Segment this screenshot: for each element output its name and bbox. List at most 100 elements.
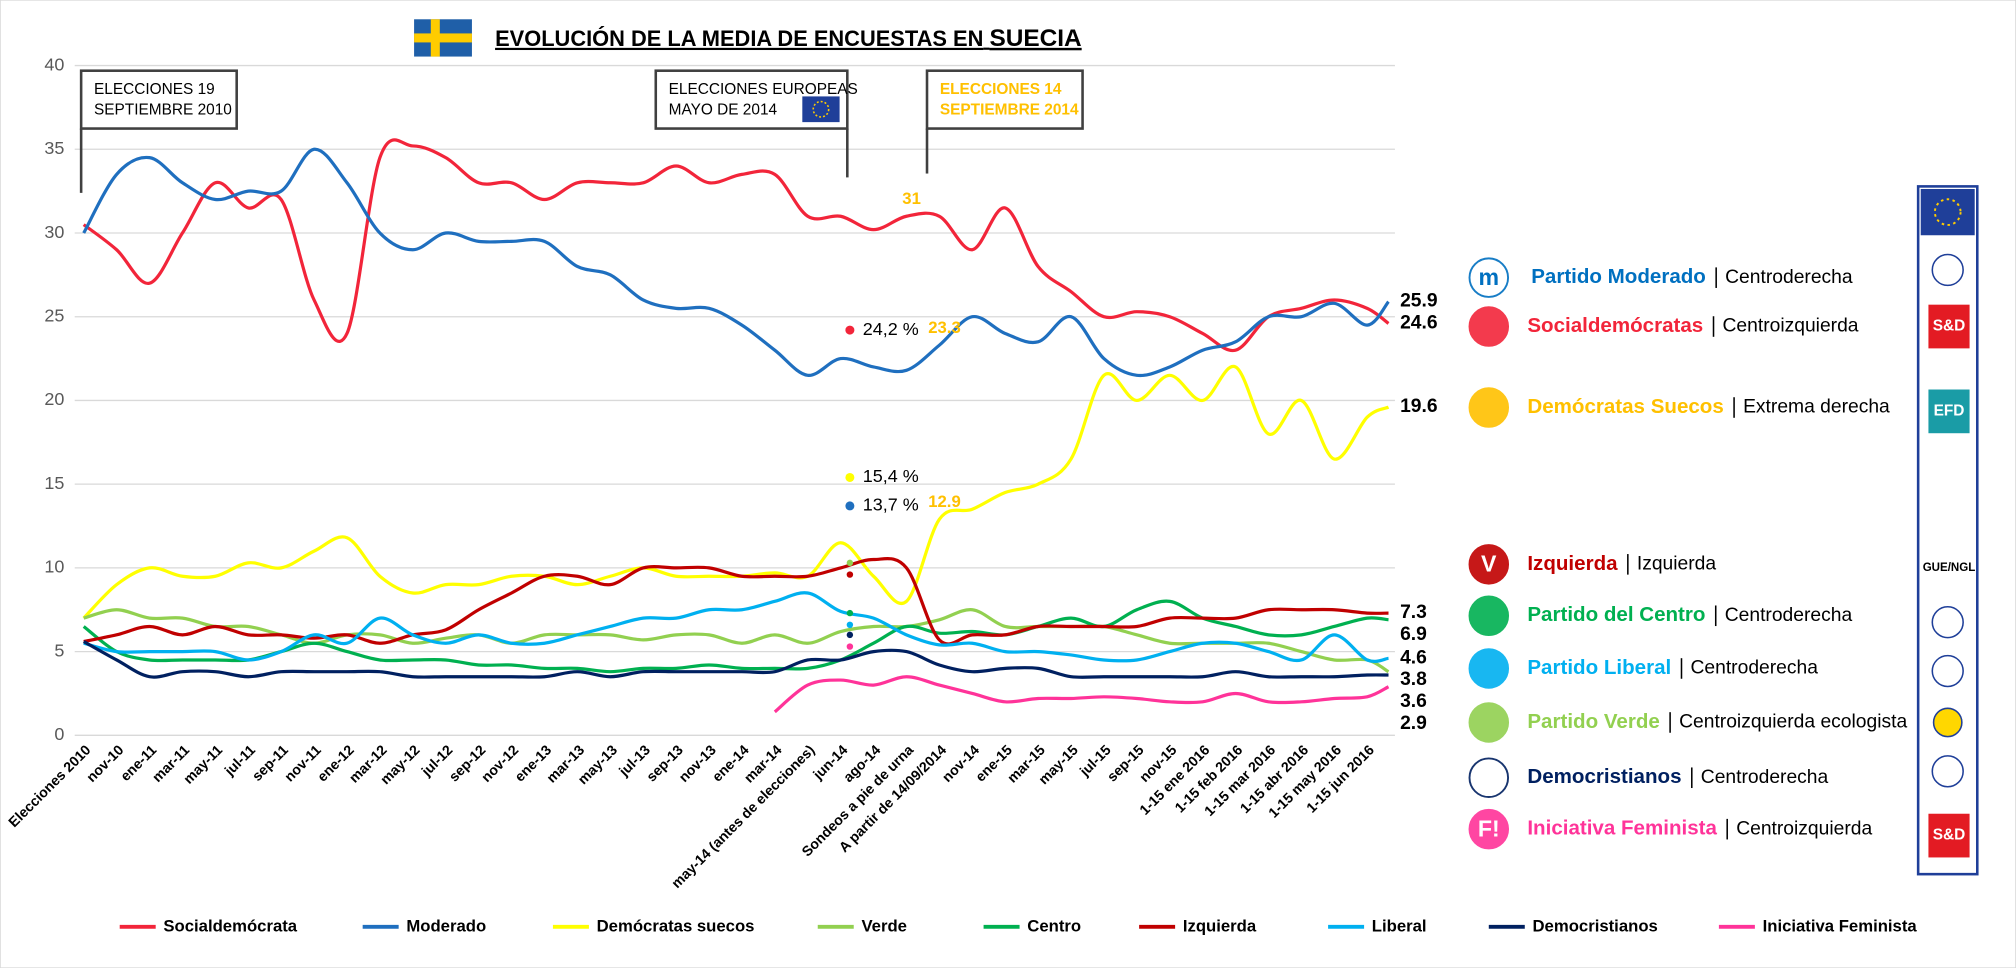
series-line	[83, 591, 1389, 664]
eu-group-label: GUE/NGL	[1923, 562, 1976, 574]
series-line	[82, 599, 1389, 674]
end-label: 3.8	[1400, 669, 1427, 690]
series-line	[82, 365, 1390, 620]
annotation-text: ELECCIONES 19	[94, 81, 215, 98]
end-label: 19.6	[1400, 396, 1438, 417]
legend-label: Izquierda	[1183, 916, 1257, 935]
european-result-label: 15,4 %	[863, 466, 919, 486]
eu-group-label: EFD	[1934, 402, 1965, 419]
end-label: 4.6	[1400, 647, 1427, 668]
series-line	[82, 640, 1389, 679]
data-label: 31	[902, 189, 921, 208]
series-line	[82, 147, 1390, 378]
eu-group-emblem	[1931, 654, 1964, 688]
party-logo	[1468, 257, 1510, 298]
party-name: Iniciativa Feminista	[1527, 817, 1717, 840]
y-tick-label: 5	[54, 640, 64, 660]
party-affiliation: Izquierda	[1637, 553, 1717, 574]
end-label: 2.9	[1400, 713, 1427, 734]
end-label: 24.6	[1400, 313, 1438, 334]
party-logo-text: F!	[1478, 816, 1500, 842]
annotation-box	[925, 69, 1084, 130]
legend-label: Liberal	[1372, 916, 1427, 935]
party-affiliation: Centroderecha	[1701, 767, 1829, 788]
y-tick-label: 20	[44, 389, 64, 409]
annotation-box	[79, 69, 238, 130]
y-tick-label: 10	[44, 557, 64, 577]
party-logo-text: m	[1479, 264, 1500, 290]
legend-label: Verde	[861, 916, 907, 935]
legend-label: Democristianos	[1532, 916, 1657, 935]
party-logo	[1468, 544, 1510, 585]
y-tick-label: 35	[44, 138, 64, 158]
european-result-dot	[846, 643, 854, 650]
eu-flag	[802, 96, 840, 123]
legend-label: Moderado	[406, 916, 486, 935]
series-line	[773, 675, 1390, 714]
eu-group-emblem	[1932, 707, 1963, 738]
title-text: EVOLUCIÓN DE LA MEDIA DE ENCUESTAS EN	[495, 26, 983, 51]
annotation-text: MAYO DE 2014	[669, 102, 778, 119]
european-result-dot	[846, 571, 854, 578]
party-affiliation: Centroizquierda ecologista	[1679, 712, 1907, 733]
end-label: 25.9	[1400, 291, 1438, 312]
party-affiliation: Extrema derecha	[1743, 397, 1890, 418]
annotation-text: SEPTIEMBRE 2010	[94, 102, 232, 119]
european-result-dot	[846, 631, 854, 639]
legend-label: Centro	[1027, 916, 1081, 935]
party-affiliation: Centroderecha	[1725, 267, 1853, 288]
data-label: 23.3	[928, 318, 961, 337]
european-result-dot	[845, 501, 855, 511]
european-result-label: 13,7 %	[863, 495, 919, 515]
party-name: Partido Liberal	[1527, 656, 1671, 679]
european-result-label: 24,2 %	[863, 319, 919, 339]
chart-title: EVOLUCIÓN DE LA MEDIA DE ENCUESTAS EN SU…	[495, 25, 1082, 52]
series-line	[83, 608, 1390, 674]
title-country: SUECIA	[989, 25, 1081, 52]
eu-group-emblem	[1931, 253, 1964, 287]
eu-flag-stars	[1933, 198, 1962, 226]
party-logo	[1468, 808, 1510, 850]
party-affiliation: Centroderecha	[1690, 658, 1818, 679]
sweden-flag	[414, 19, 472, 57]
party-logo	[1468, 702, 1510, 743]
y-tick-label: 15	[44, 473, 64, 493]
end-label: 3.6	[1400, 691, 1427, 712]
eu-group-label: S&D	[1933, 318, 1966, 335]
european-result-dot	[845, 472, 855, 482]
eu-flag-cell	[1920, 188, 1975, 236]
european-result-dot	[846, 621, 854, 629]
y-tick-label: 30	[44, 222, 64, 242]
annotation-text: ELECCIONES EUROPEAS	[669, 81, 858, 98]
party-affiliation: Centroizquierda	[1723, 316, 1859, 337]
party-logo	[1468, 648, 1510, 689]
party-name: Democristianos	[1527, 765, 1681, 788]
data-label: 12.9	[928, 492, 961, 511]
european-result-dot	[845, 325, 855, 335]
eu-group-emblem	[1931, 755, 1964, 788]
party-affiliation: Centroderecha	[1725, 605, 1853, 626]
eu-group-label: S&D	[1933, 827, 1966, 844]
party-logo	[1468, 595, 1510, 637]
party-logo	[1468, 387, 1510, 428]
series-line	[82, 138, 1390, 353]
eu-group-box	[1928, 813, 1970, 858]
party-logo-text: V	[1481, 551, 1497, 577]
party-name: Partido Moderado	[1531, 265, 1706, 288]
eu-group-box	[1928, 389, 1970, 434]
annotation-text: SEPTIEMBRE 2014	[940, 102, 1079, 119]
party-name: Partido Verde	[1527, 710, 1659, 733]
party-name: Socialdemócratas	[1527, 314, 1703, 337]
eu-group-emblem	[1931, 605, 1964, 639]
european-result-dot	[846, 609, 854, 617]
legend-label: Socialdemócrata	[163, 916, 297, 935]
annotation-text: ELECCIONES 14	[940, 81, 1062, 98]
y-tick-label: 40	[44, 54, 64, 74]
party-logo	[1468, 757, 1510, 798]
eu-stars	[812, 100, 830, 118]
party-name: Partido del Centro	[1527, 603, 1705, 626]
legend-label: Iniciativa Feminista	[1763, 916, 1918, 935]
party-name: Demócratas Suecos	[1527, 395, 1723, 418]
y-tick-label: 0	[54, 724, 64, 744]
